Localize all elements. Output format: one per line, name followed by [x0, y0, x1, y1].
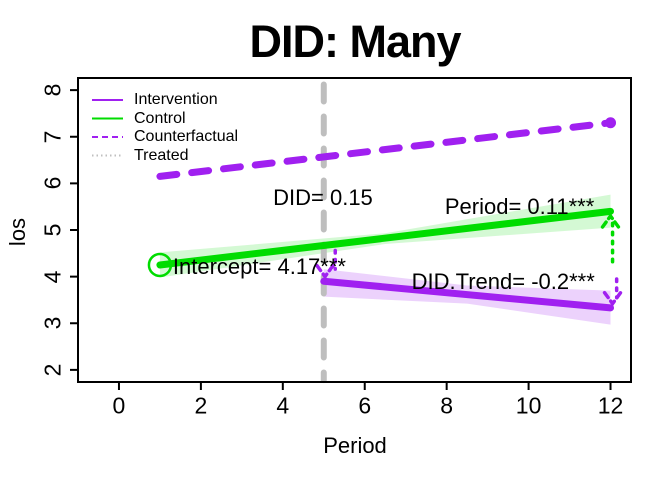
annotation-did: DID= 0.15 — [273, 184, 373, 210]
difference-arrowhead-1 — [602, 290, 623, 307]
y-tick-label: 6 — [39, 176, 66, 190]
intervention-line — [320, 277, 615, 312]
y-tick-label: 5 — [39, 223, 66, 237]
y-axis-title: los — [5, 217, 30, 247]
x-tick-label: 8 — [440, 392, 454, 419]
x-tick-label: 12 — [597, 392, 624, 419]
y-tick-label: 3 — [39, 316, 66, 330]
legend-label-control: Control — [134, 109, 186, 127]
x-tick-label: 0 — [112, 392, 126, 419]
annotation-did-trend: DID.Trend= -0.2*** — [411, 269, 595, 295]
difference-arrowhead-0 — [600, 213, 621, 229]
y-tick-label: 2 — [39, 363, 66, 377]
y-tick-label: 8 — [39, 83, 66, 97]
chart-title: DID: Many — [249, 16, 461, 67]
legend-label-intervention: Intervention — [134, 91, 218, 108]
x-tick-label: 10 — [515, 392, 542, 419]
x-tick-label: 2 — [194, 392, 208, 419]
annotation-intercept: Intercept= 4.17*** — [172, 253, 346, 279]
x-tick-label: 6 — [358, 392, 372, 419]
counterfactual-end-dot-marker — [605, 117, 617, 129]
y-tick-label: 7 — [39, 130, 66, 144]
counterfactual-line — [156, 119, 615, 180]
control-line — [156, 207, 615, 269]
y-tick-label: 4 — [39, 270, 66, 284]
legend-label-treated: Treated — [134, 146, 189, 164]
control-start-circle-marker — [147, 252, 173, 278]
x-tick-label: 4 — [276, 392, 290, 419]
legend-label-counterfactual: Counterfactual — [134, 128, 239, 145]
annotation-period: Period= 0.11*** — [444, 193, 595, 219]
x-axis-title: Period — [323, 433, 387, 458]
difference-arrowhead-2 — [315, 263, 335, 280]
